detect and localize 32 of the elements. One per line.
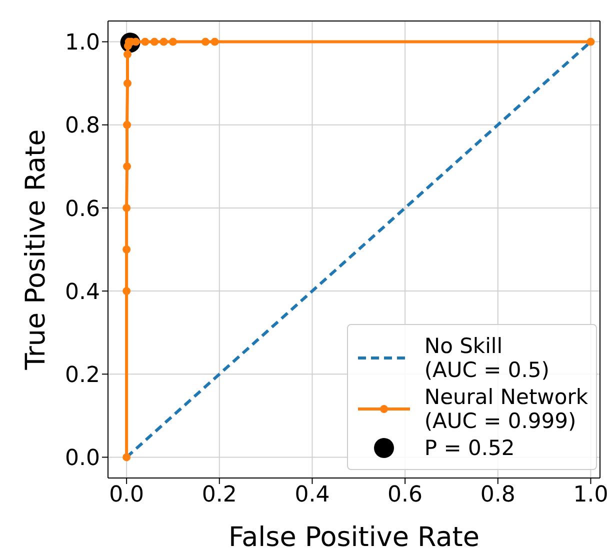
- legend-label: Neural Network (AUC = 0.999): [424, 385, 588, 433]
- y-tick-label: 0.2: [65, 362, 100, 388]
- point: [122, 246, 131, 254]
- y-tick-label: 0.4: [65, 280, 100, 305]
- x-tick-label: 0.2: [202, 482, 237, 508]
- point: [168, 38, 177, 46]
- y-tick-label: 0.6: [65, 196, 100, 222]
- legend-label: P = 0.52: [424, 436, 515, 460]
- y-tick-label: 1.0: [65, 30, 100, 56]
- y-tick-label: 0.8: [65, 114, 100, 139]
- point: [160, 38, 168, 46]
- x-tick-label: 0.6: [388, 482, 423, 508]
- point: [201, 38, 210, 46]
- x-tick-label: 0.4: [294, 482, 330, 508]
- y-tick-label: 0.0: [65, 446, 100, 472]
- x-axis-title: False Positive Rate: [228, 522, 480, 550]
- point: [141, 38, 150, 46]
- x-tick-label: 1.0: [573, 482, 607, 508]
- x-tick-label: 0.0: [109, 482, 144, 508]
- y-axis-title: True Positive Rate: [20, 129, 52, 371]
- point: [123, 162, 132, 170]
- x-tick-label: 0.8: [480, 482, 516, 508]
- point: [210, 38, 219, 46]
- point: [586, 38, 595, 46]
- legend-label: No Skill (AUC = 0.5): [424, 334, 550, 382]
- point: [122, 204, 131, 212]
- point: [123, 79, 132, 88]
- point: [123, 50, 132, 58]
- point: [122, 287, 131, 296]
- point: [150, 38, 158, 46]
- point: [123, 120, 132, 129]
- point: [122, 453, 131, 462]
